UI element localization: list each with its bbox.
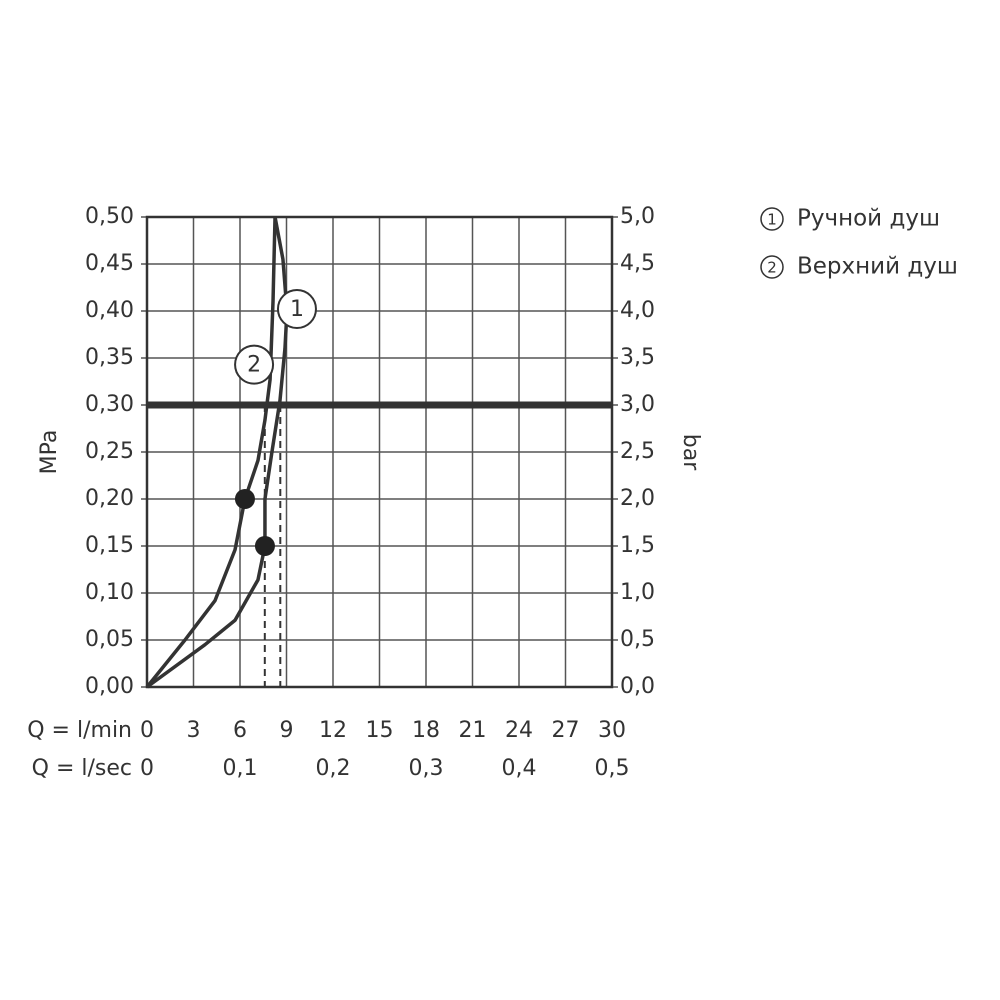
y2-tick-label: 2,5 — [620, 439, 655, 464]
x-tick-label: 18 — [412, 718, 440, 743]
x-tick-label: 21 — [459, 718, 487, 743]
y-tick-label: 0,10 — [85, 580, 134, 605]
legend-number: 1 — [767, 211, 777, 229]
curve-label-circle — [234, 344, 275, 385]
curve-label: 1 — [290, 297, 304, 322]
y2-tick-label: 0,5 — [620, 627, 655, 652]
y-tick-label: 0,45 — [85, 251, 134, 276]
legend-number: 2 — [767, 259, 777, 277]
x2-tick-label: 0,3 — [409, 756, 444, 781]
line-series — [145, 216, 277, 689]
y2-tick-label: 2,0 — [620, 486, 655, 511]
x-row-label: Q = l/min — [27, 718, 132, 743]
x-tick-label: 24 — [505, 718, 533, 743]
x-tick-label: 0 — [140, 718, 154, 743]
y2-tick-label: 1,5 — [620, 533, 655, 558]
y2-tick-label: 4,0 — [620, 298, 655, 323]
point — [254, 536, 275, 556]
y2-tick-label: 0,0 — [620, 674, 655, 699]
y2-tick-label: 4,5 — [620, 251, 655, 276]
x2-tick-label: 0,5 — [595, 756, 630, 781]
curve-label-circle — [276, 289, 317, 329]
y-tick-label: 0,25 — [85, 439, 134, 464]
x-tick-label: 12 — [319, 718, 347, 743]
y-tick-label: 0,20 — [85, 486, 134, 511]
x-tick-label: 15 — [366, 718, 394, 743]
legend-circle — [760, 207, 784, 231]
x-tick-label: 3 — [187, 718, 201, 743]
x2-tick-label: 0,4 — [502, 756, 537, 781]
legend-label: Ручной душ — [797, 206, 940, 232]
x2-tick-label: 0 — [140, 756, 154, 781]
x-tick-label: 27 — [552, 718, 580, 743]
x2-tick-label: 0,2 — [316, 756, 351, 781]
x2-row-label: Q = l/sec — [32, 756, 132, 781]
legend-label: Верхний душ — [797, 254, 958, 280]
x-tick-label: 9 — [280, 718, 294, 743]
x2-tick-label: 0,1 — [223, 756, 258, 781]
legend-circle — [760, 255, 784, 279]
y-tick-label: 0,50 — [85, 204, 134, 229]
curve-label: 2 — [247, 353, 261, 378]
y2-tick-label: 5,0 — [620, 204, 655, 229]
x-tick-label: 6 — [233, 718, 247, 743]
y-tick-label: 0,15 — [85, 533, 134, 558]
y2-tick-label: 1,0 — [620, 580, 655, 605]
y2-tick-label: 3,5 — [620, 345, 655, 370]
y-tick-label: 0,00 — [85, 674, 134, 699]
x-tick-label: 30 — [598, 718, 626, 743]
y-tick-label: 0,40 — [85, 298, 134, 323]
y-tick-label: 0,30 — [85, 392, 134, 417]
plot-frame — [145, 215, 614, 689]
y2-axis-title: bar — [678, 434, 703, 471]
y-axis-title: MPa — [37, 430, 62, 475]
y-tick-label: 0,05 — [85, 627, 134, 652]
y2-tick-label: 3,0 — [620, 392, 655, 417]
y-tick-label: 0,35 — [85, 345, 134, 370]
point — [234, 489, 255, 509]
